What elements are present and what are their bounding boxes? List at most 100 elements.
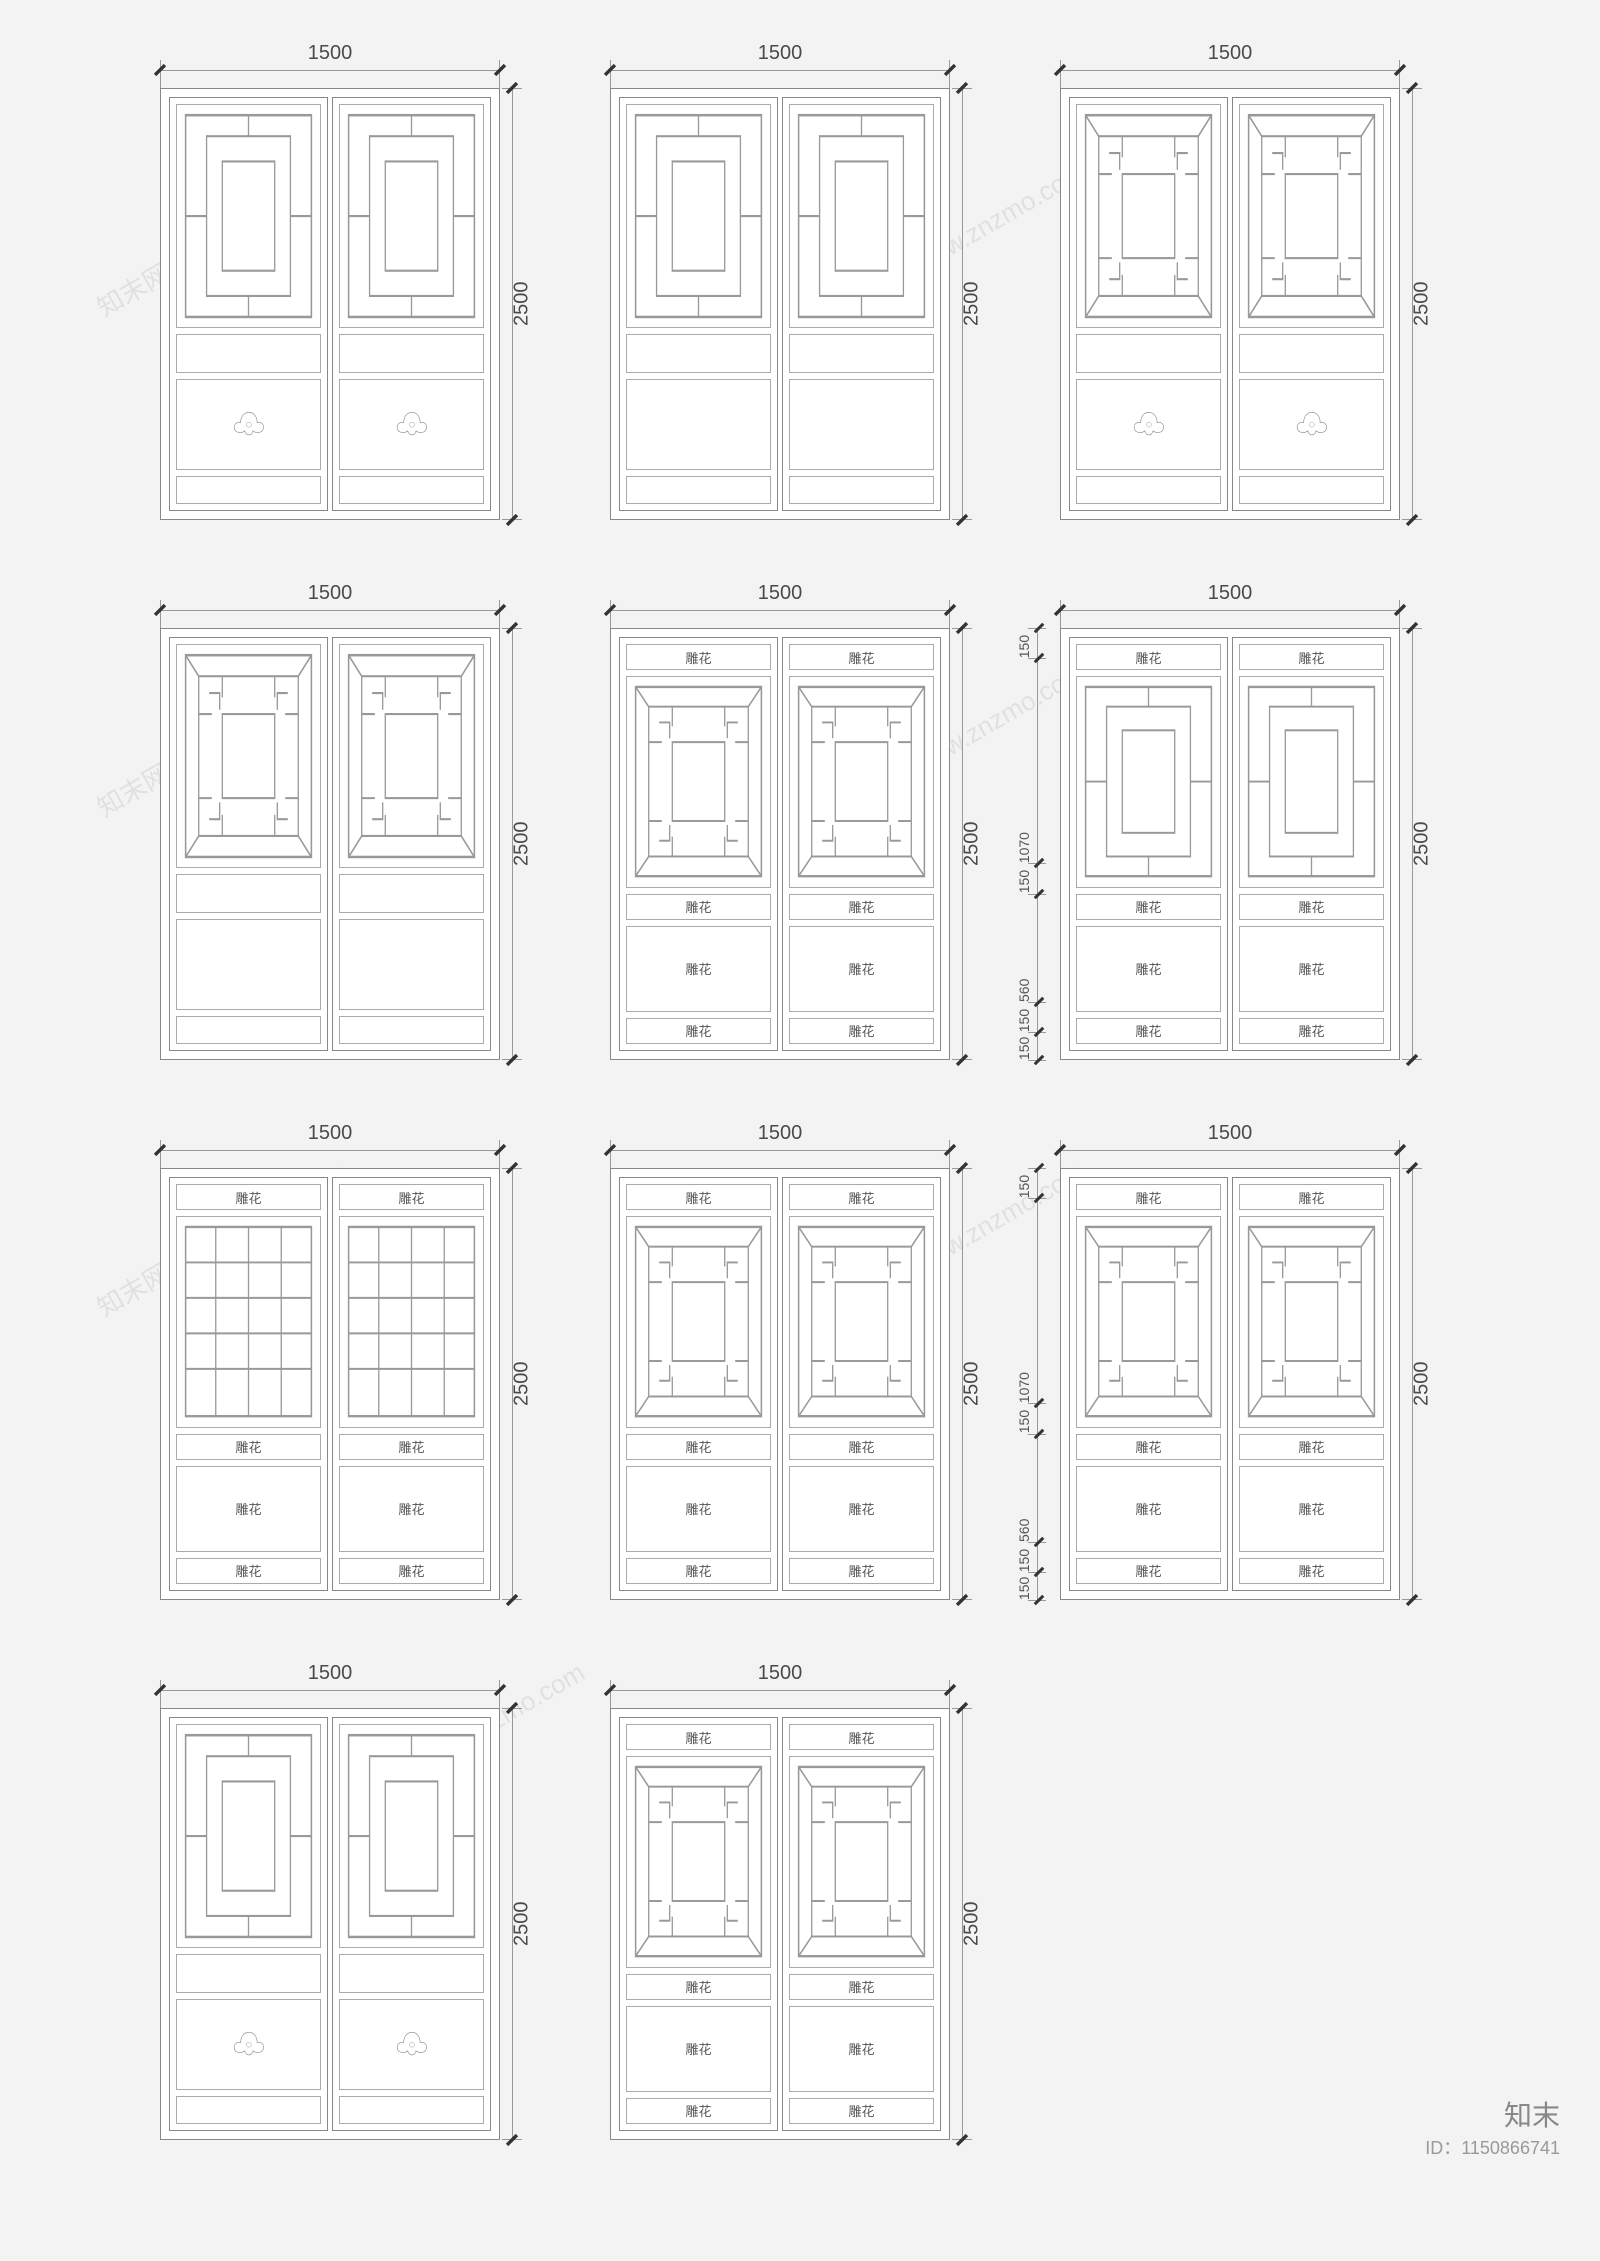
door-leaf (332, 1717, 491, 2131)
door-leaf: 雕花雕花雕花雕花 (619, 1177, 778, 1591)
door-panel (176, 1216, 321, 1427)
door-panel: 雕花 (1076, 1466, 1221, 1552)
dim-seg-label: 150 (1016, 1002, 1032, 1032)
panel-label: 雕花 (848, 2039, 874, 2058)
dim-height-label: 2500 (500, 88, 540, 520)
door-diagram: 1500 2500 雕花雕花雕花雕花雕花雕花雕花雕花 (570, 580, 950, 1060)
door-panel (626, 334, 771, 373)
panel-label: 雕花 (1298, 1437, 1324, 1456)
door-panel: 雕花 (176, 1558, 321, 1584)
door-panel: 雕花 (626, 644, 771, 670)
dimension-top: 1500 (160, 40, 500, 88)
door-panel: 雕花 (1076, 926, 1221, 1012)
panel-label: 雕花 (685, 1499, 711, 1518)
door-panel (176, 334, 321, 373)
door-diagram: 1500 2500 雕花雕花雕花雕花雕花雕花雕花雕花 (570, 1120, 950, 1600)
dim-width-label: 1500 (1060, 42, 1400, 65)
door-panel: 雕花 (626, 1184, 771, 1210)
door-panel: 雕花 (176, 1434, 321, 1460)
door-panel (626, 676, 771, 887)
dimension-top: 1500 (1060, 1120, 1400, 1168)
door-leaf: 雕花雕花雕花雕花 (782, 1717, 941, 2131)
door-panel: 雕花 (789, 1724, 934, 1750)
door-panel: 雕花 (789, 2006, 934, 2092)
door-inner (169, 97, 491, 511)
door-panel (339, 919, 484, 1010)
door-panel (789, 1756, 934, 1967)
panel-label: 雕花 (848, 897, 874, 916)
panel-label: 雕花 (235, 1499, 261, 1518)
dimension-top: 1500 (1060, 40, 1400, 88)
door-panel (1239, 476, 1384, 504)
door-panel (789, 1216, 934, 1427)
dim-width-label: 1500 (160, 1662, 500, 1685)
panel-label: 雕花 (685, 959, 711, 978)
door-panel: 雕花 (1076, 1018, 1221, 1044)
panel-label: 雕花 (1298, 897, 1324, 916)
dimension-left-stack: 1501070150560150150 (1010, 628, 1050, 1060)
panel-label: 雕花 (1135, 648, 1161, 667)
door-diagram: 1500 2500 (120, 40, 500, 520)
dim-height-label: 2500 (950, 1708, 990, 2140)
door-panel: 雕花 (626, 2098, 771, 2124)
door-panel: 雕花 (789, 894, 934, 920)
panel-label: 雕花 (685, 1561, 711, 1580)
panel-label: 雕花 (235, 1561, 261, 1580)
door-frame: 雕花雕花雕花雕花雕花雕花雕花雕花 (610, 1168, 950, 1600)
door-leaf (1069, 97, 1228, 511)
panel-label: 雕花 (685, 2039, 711, 2058)
door-panel: 雕花 (626, 1974, 771, 2000)
panel-label: 雕花 (685, 648, 711, 667)
door-panel: 雕花 (626, 1466, 771, 1552)
door-inner: 雕花雕花雕花雕花雕花雕花雕花雕花 (619, 1717, 941, 2131)
panel-label: 雕花 (848, 959, 874, 978)
dim-seg-label: 1070 (1016, 658, 1032, 863)
door-inner: 雕花雕花雕花雕花雕花雕花雕花雕花 (1069, 1177, 1391, 1591)
door-panel (1076, 379, 1221, 470)
dim-seg-label: 150 (1016, 863, 1032, 893)
door-leaf: 雕花雕花雕花雕花 (619, 1717, 778, 2131)
door-leaf (169, 637, 328, 1051)
door-inner: 雕花雕花雕花雕花雕花雕花雕花雕花 (1069, 637, 1391, 1051)
dim-width-label: 1500 (610, 1122, 950, 1145)
dimension-right: 2500 (1400, 88, 1440, 520)
door-panel (176, 379, 321, 470)
dim-height-label: 2500 (500, 628, 540, 1060)
dim-height-label: 2500 (500, 1168, 540, 1600)
door-panel: 雕花 (339, 1184, 484, 1210)
dimension-top: 1500 (610, 40, 950, 88)
door-panel (1076, 334, 1221, 373)
panel-label: 雕花 (848, 648, 874, 667)
door-leaf: 雕花雕花雕花雕花 (1232, 637, 1391, 1051)
door-panel: 雕花 (1076, 894, 1221, 920)
door-panel (789, 104, 934, 328)
door-diagram: 1500 2500 (1020, 40, 1400, 520)
door-diagram: 1500 2500 1501070150560150150雕花雕花雕花雕花雕花雕… (1020, 580, 1400, 1060)
door-panel: 雕花 (626, 1724, 771, 1750)
door-frame (160, 88, 500, 520)
dimension-right: 2500 (500, 1168, 540, 1600)
door-leaf (782, 97, 941, 511)
door-leaf: 雕花雕花雕花雕花 (782, 637, 941, 1051)
door-inner (1069, 97, 1391, 511)
dimension-right: 2500 (950, 1708, 990, 2140)
door-panel (789, 379, 934, 470)
door-panel: 雕花 (789, 1466, 934, 1552)
door-panel: 雕花 (1239, 1018, 1384, 1044)
panel-label: 雕花 (1135, 959, 1161, 978)
door-panel (339, 334, 484, 373)
door-panel: 雕花 (626, 1018, 771, 1044)
door-panel (176, 1724, 321, 1948)
door-panel: 雕花 (789, 644, 934, 670)
panel-label: 雕花 (1298, 1188, 1324, 1207)
panel-label: 雕花 (398, 1437, 424, 1456)
panel-label: 雕花 (685, 1977, 711, 1996)
panel-label: 雕花 (1298, 1499, 1324, 1518)
door-panel (1239, 676, 1384, 887)
door-leaf: 雕花雕花雕花雕花 (782, 1177, 941, 1591)
door-frame (1060, 88, 1400, 520)
door-panel (626, 1756, 771, 1967)
dim-seg-label: 150 (1016, 1032, 1032, 1060)
door-inner (169, 637, 491, 1051)
door-inner: 雕花雕花雕花雕花雕花雕花雕花雕花 (169, 1177, 491, 1591)
